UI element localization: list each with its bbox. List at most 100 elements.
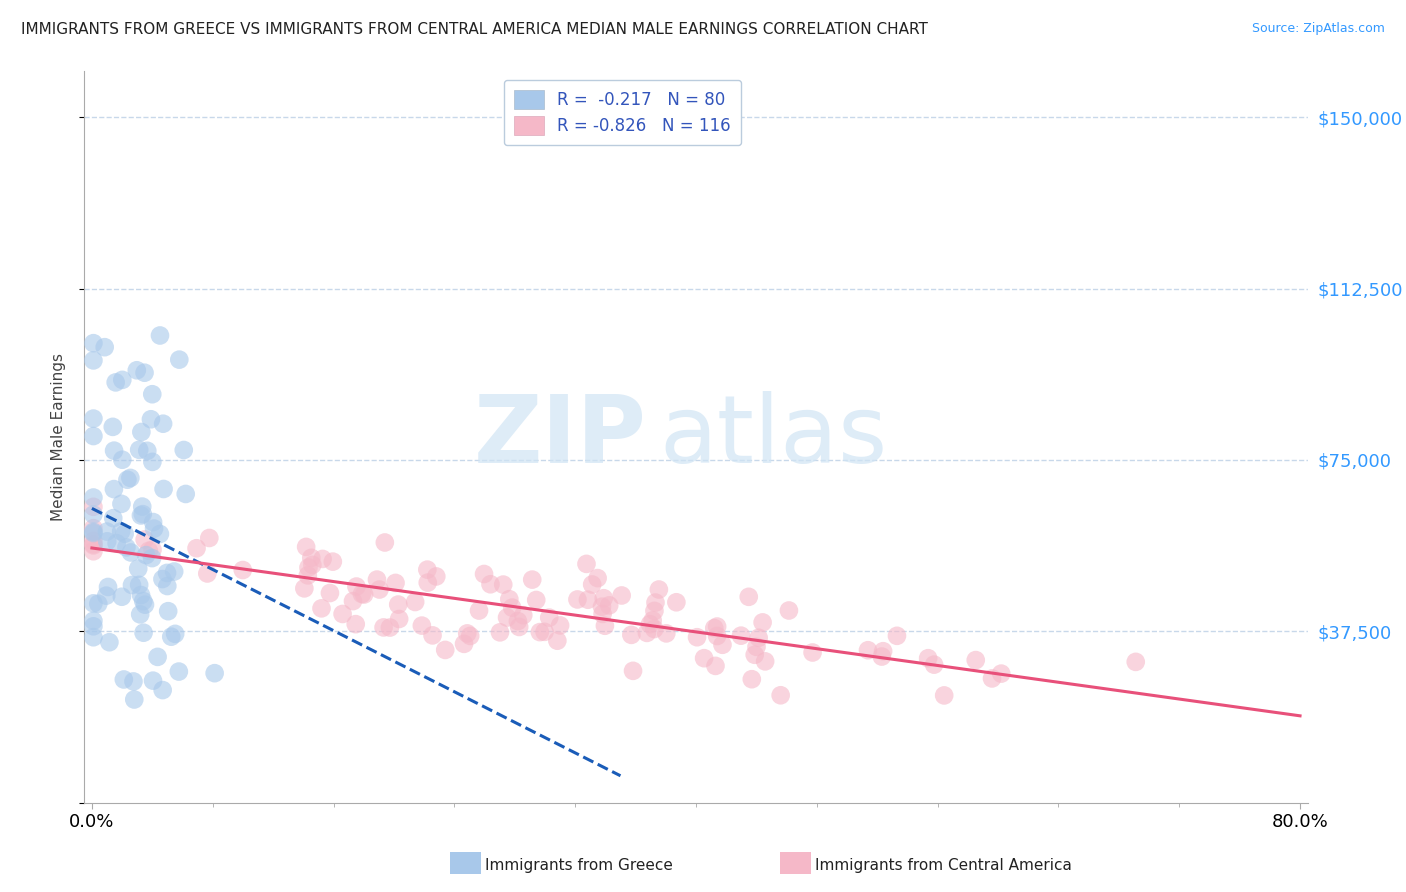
Point	[82, 619, 104, 633]
Point	[198, 531, 221, 545]
Point	[641, 613, 664, 627]
Point	[165, 627, 187, 641]
Y-axis label: Median Male Earnings: Median Male Earnings	[51, 353, 66, 521]
Point	[917, 651, 939, 665]
Point	[965, 653, 987, 667]
Point	[157, 604, 180, 618]
Point	[82, 538, 104, 552]
Point	[346, 580, 368, 594]
Point	[576, 592, 599, 607]
Point	[295, 540, 318, 554]
Point	[332, 607, 354, 621]
Point	[139, 412, 162, 426]
Point	[152, 417, 174, 431]
Point	[754, 654, 776, 668]
Point	[143, 522, 166, 536]
Point	[479, 577, 502, 591]
Point	[425, 569, 447, 583]
Point	[120, 471, 142, 485]
Point	[384, 575, 406, 590]
Point	[655, 626, 678, 640]
Point	[152, 683, 174, 698]
Point	[703, 621, 725, 635]
Point	[136, 443, 159, 458]
Point	[342, 594, 364, 608]
Point	[82, 537, 104, 551]
Point	[648, 582, 671, 597]
Point	[422, 628, 444, 642]
Point	[872, 644, 894, 658]
Point	[575, 557, 598, 571]
Point	[538, 610, 561, 624]
Point	[82, 336, 104, 351]
Point	[644, 596, 666, 610]
Point	[134, 598, 156, 612]
Point	[82, 521, 104, 535]
Point	[232, 563, 254, 577]
Point	[922, 657, 945, 672]
Point	[134, 366, 156, 380]
Point	[492, 577, 515, 591]
Text: IMMIGRANTS FROM GREECE VS IMMIGRANTS FROM CENTRAL AMERICA MEDIAN MALE EARNINGS C: IMMIGRANTS FROM GREECE VS IMMIGRANTS FRO…	[21, 22, 928, 37]
Point	[856, 643, 879, 657]
Point	[128, 578, 150, 592]
Point	[643, 622, 665, 636]
Point	[990, 666, 1012, 681]
Point	[706, 629, 728, 643]
Point	[129, 607, 152, 622]
Point	[135, 548, 157, 562]
Point	[506, 614, 529, 628]
Point	[195, 566, 218, 581]
Point	[103, 482, 125, 496]
Point	[131, 425, 153, 439]
Point	[322, 555, 344, 569]
Point	[98, 635, 121, 649]
Point	[163, 565, 186, 579]
Point	[620, 628, 643, 642]
Point	[132, 625, 155, 640]
Point	[114, 526, 136, 541]
Point	[593, 619, 616, 633]
Point	[610, 589, 633, 603]
Point	[886, 629, 908, 643]
Point	[592, 607, 614, 621]
Point	[388, 612, 411, 626]
Point	[292, 582, 315, 596]
Point	[96, 534, 118, 549]
Point	[131, 500, 153, 514]
Point	[778, 603, 800, 617]
Point	[125, 363, 148, 377]
Point	[167, 665, 190, 679]
Point	[636, 626, 658, 640]
Point	[132, 594, 155, 608]
Point	[110, 524, 132, 539]
Point	[82, 544, 104, 558]
Text: atlas: atlas	[659, 391, 887, 483]
Point	[82, 533, 104, 548]
Point	[82, 524, 104, 539]
Point	[512, 608, 534, 623]
Point	[149, 328, 172, 343]
Point	[981, 672, 1004, 686]
Point	[127, 561, 149, 575]
Point	[142, 673, 165, 688]
Point	[173, 442, 195, 457]
Point	[97, 580, 120, 594]
Point	[870, 649, 893, 664]
Point	[204, 666, 226, 681]
Point	[496, 610, 519, 624]
Point	[501, 600, 523, 615]
Point	[311, 552, 333, 566]
Point	[524, 593, 547, 607]
Point	[101, 420, 124, 434]
Point	[751, 615, 773, 630]
Point	[665, 595, 688, 609]
Point	[120, 545, 142, 559]
Point	[149, 527, 172, 541]
Point	[141, 455, 163, 469]
Point	[142, 515, 165, 529]
Point	[297, 568, 319, 582]
Point	[374, 535, 396, 549]
Point	[546, 633, 568, 648]
Point	[378, 621, 401, 635]
